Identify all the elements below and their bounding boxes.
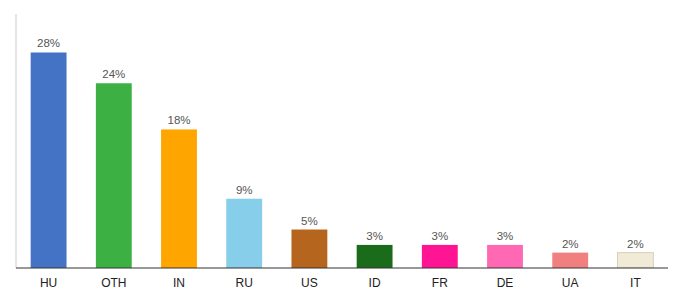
bar [617, 253, 653, 268]
data-label: 5% [301, 215, 318, 227]
data-label: 9% [236, 184, 253, 196]
x-tick-label: US [301, 276, 318, 290]
data-label: 28% [37, 37, 60, 49]
data-label: 3% [431, 230, 448, 242]
bar [487, 245, 523, 268]
x-tick-label: IT [630, 276, 641, 290]
bar [226, 199, 262, 268]
x-tick-label: ID [369, 276, 381, 290]
data-label: 2% [562, 238, 579, 250]
y-axis [16, 14, 17, 268]
bar [96, 83, 132, 268]
bar [161, 129, 197, 268]
bar [552, 253, 588, 268]
data-label: 18% [167, 114, 190, 126]
data-label: 3% [366, 230, 383, 242]
x-tick-label: DE [497, 276, 514, 290]
bar [31, 52, 67, 268]
x-tick-label: OTH [101, 276, 126, 290]
bar [291, 230, 327, 268]
bar [422, 245, 458, 268]
x-tick-label: RU [236, 276, 253, 290]
bars [31, 52, 654, 268]
chart-container: 28% 24% 18% 9% 5% 3% 3% 3% 2% 2% HU OTH IN RU US ID FR DE… [0, 0, 680, 300]
x-axis [16, 267, 668, 268]
data-label: 24% [102, 68, 125, 80]
x-tick-label: HU [40, 276, 57, 290]
data-label: 2% [627, 238, 644, 250]
x-tick-label: FR [432, 276, 448, 290]
data-label: 3% [497, 230, 514, 242]
bar [357, 245, 393, 268]
x-tick-label: IN [173, 276, 185, 290]
chart: 28% 24% 18% 9% 5% 3% 3% 3% 2% 2% HU OTH IN RU US ID FR DE… [0, 0, 680, 300]
x-tick-label: UA [562, 276, 579, 290]
